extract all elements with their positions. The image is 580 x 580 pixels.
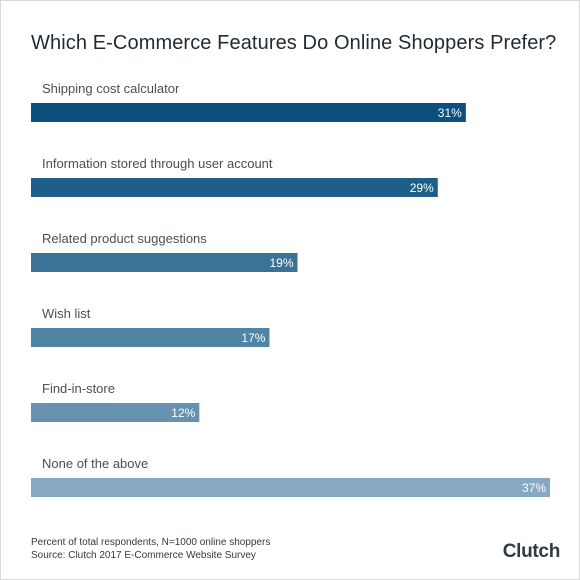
value-label: 12% <box>171 406 195 420</box>
value-label: 37% <box>522 481 546 495</box>
value-label: 19% <box>269 256 293 270</box>
bar <box>31 103 466 122</box>
category-label: Find-in-store <box>42 381 115 396</box>
category-label: Related product suggestions <box>42 231 207 246</box>
category-label: Information stored through user account <box>42 156 273 171</box>
clutch-logo: Clutch <box>502 541 561 562</box>
value-label: 31% <box>438 106 462 120</box>
category-label: Wish list <box>42 306 91 321</box>
bar <box>31 478 550 497</box>
bar <box>31 403 200 422</box>
bar <box>31 253 298 272</box>
bar <box>31 328 270 347</box>
value-label: 17% <box>241 331 265 345</box>
source-note: Source: Clutch 2017 E-Commerce Website S… <box>31 550 256 561</box>
value-label: 29% <box>410 181 434 195</box>
respondents-note: Percent of total respondents, N=1000 onl… <box>31 537 271 548</box>
bar-chart: Shipping cost calculator 31% Information s… <box>31 81 550 497</box>
bar <box>31 178 438 197</box>
category-label: None of the above <box>42 456 148 471</box>
chart-title: Which E-Commerce Features Do Online Shop… <box>31 32 557 54</box>
category-label: Shipping cost calculator <box>42 81 180 96</box>
